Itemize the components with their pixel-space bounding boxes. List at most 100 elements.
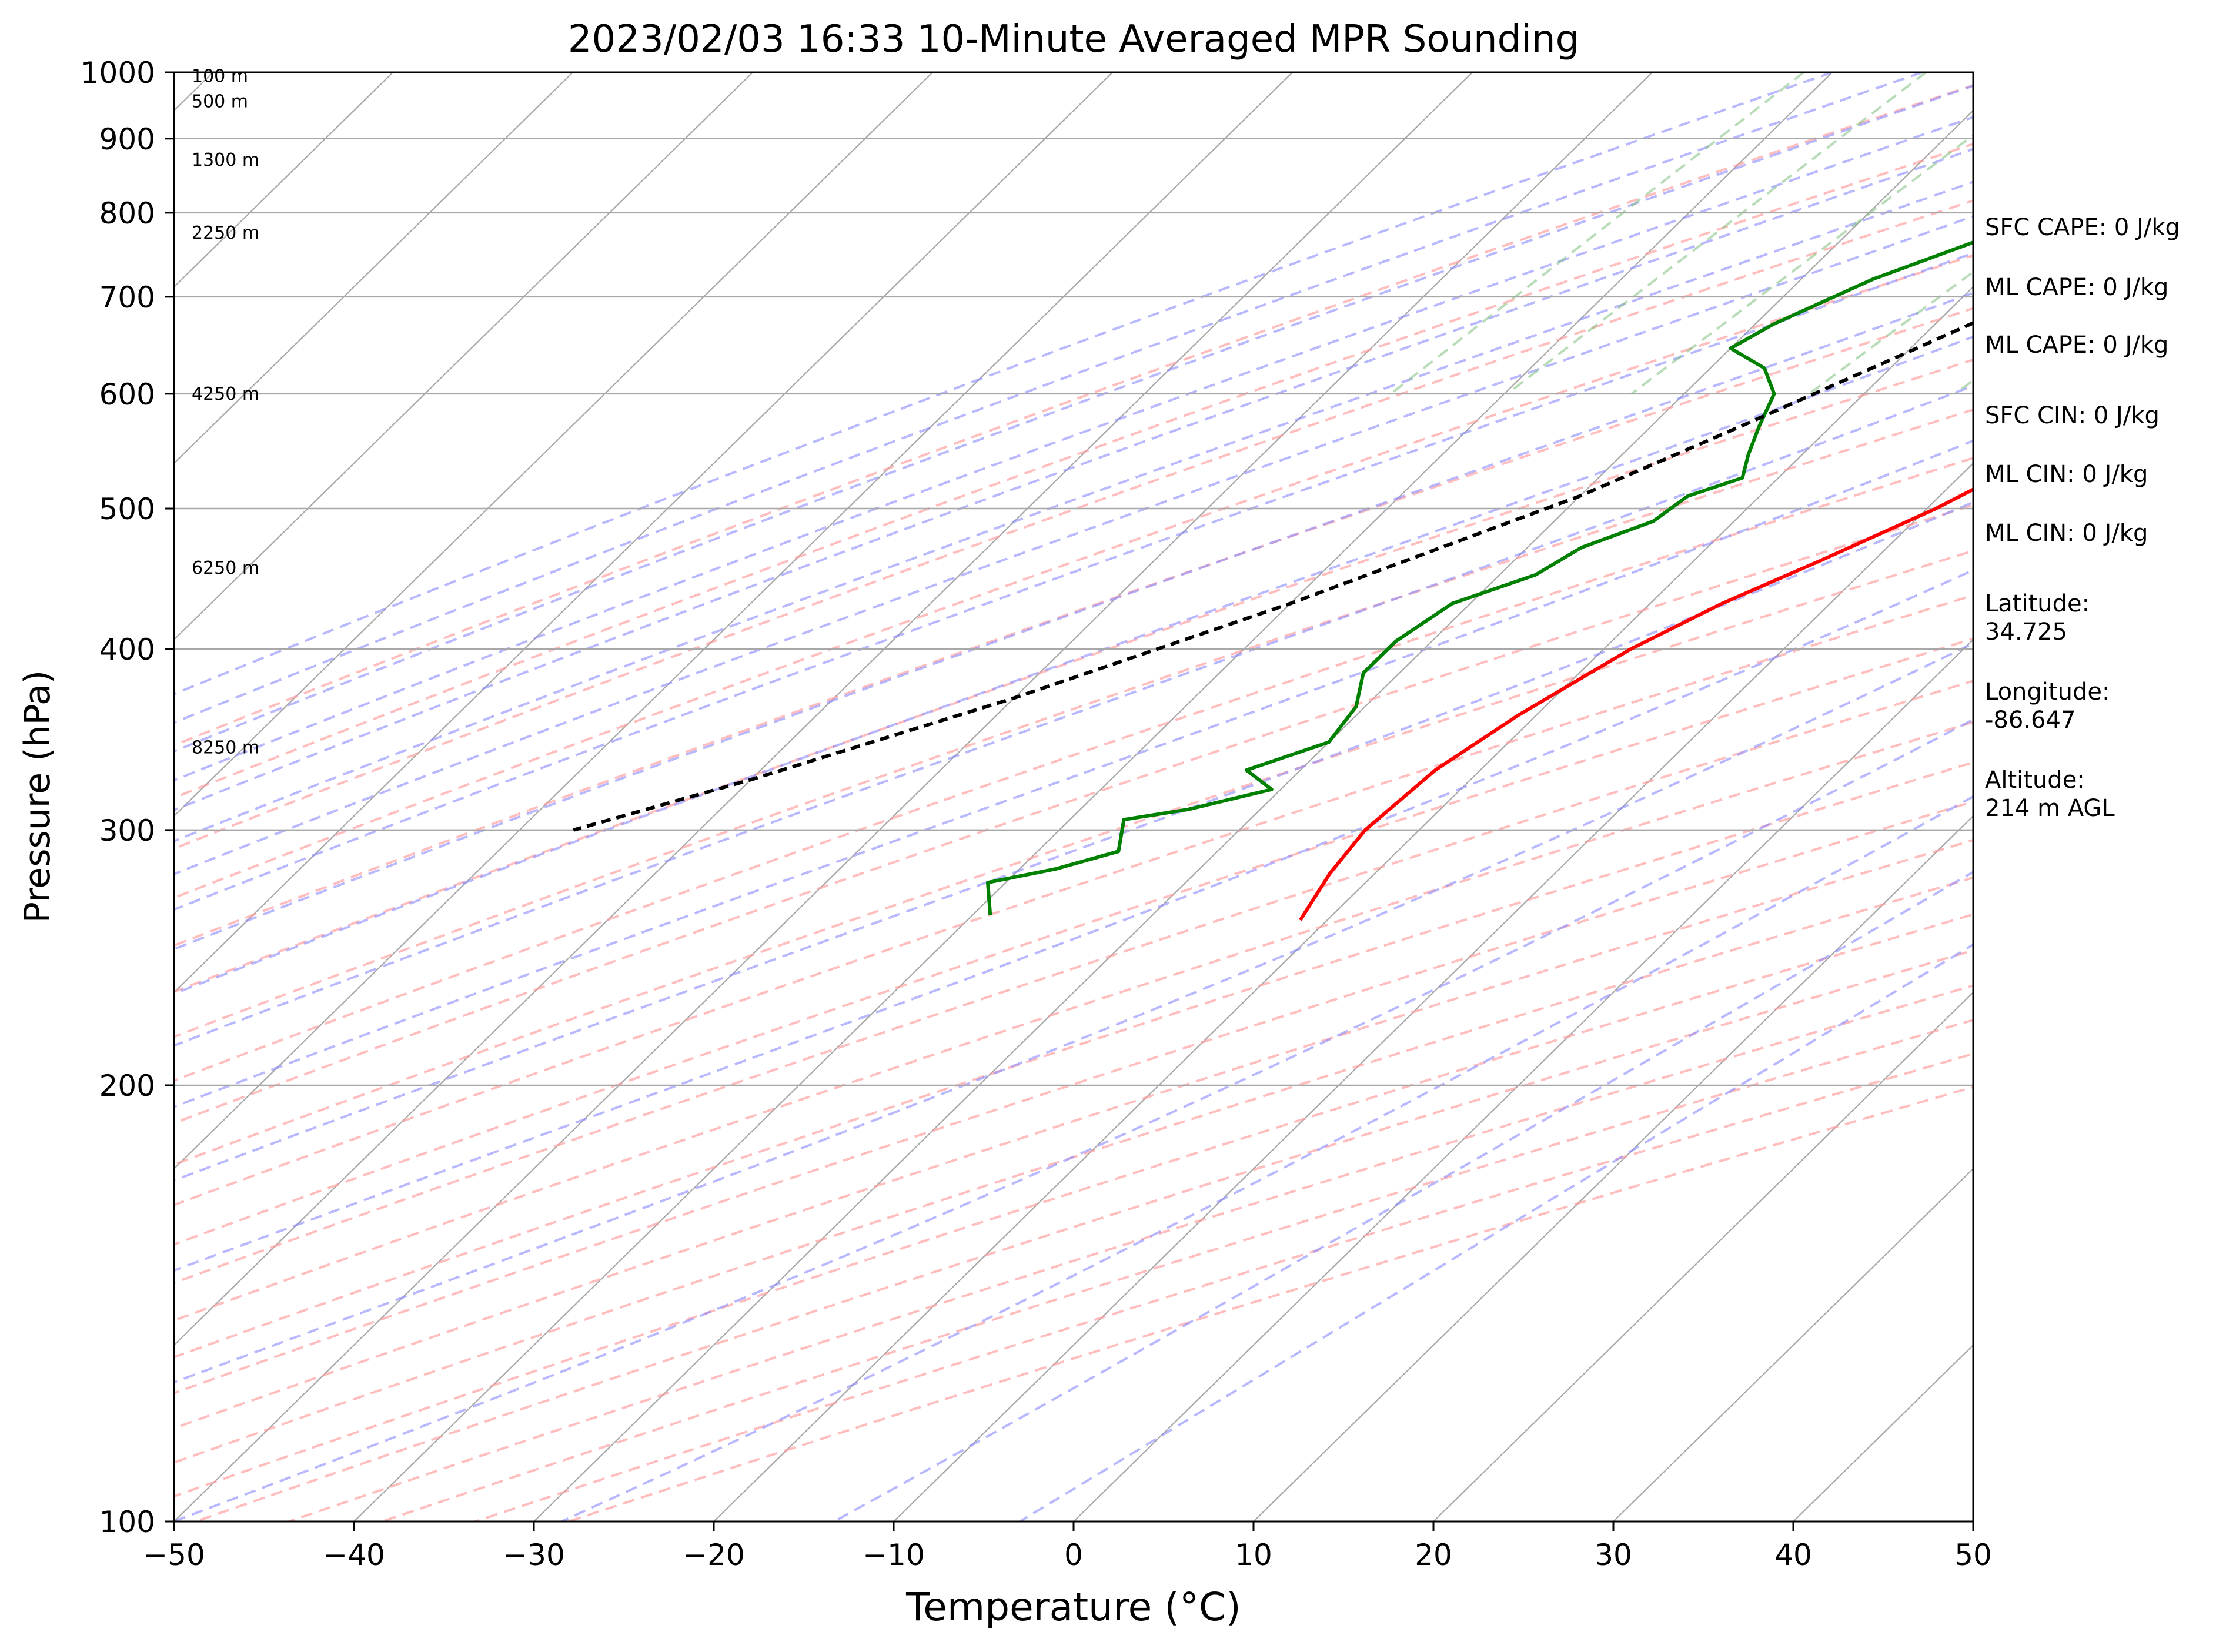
sounding-parameter-text: -86.647 xyxy=(1985,707,2075,734)
series-lines xyxy=(573,240,1973,921)
x-axis: −50 −40 −30 −20 −10 0 10 20 30 40 50 xyxy=(143,1521,1992,1572)
isotherm-line xyxy=(1073,638,1973,1521)
dry-adiabat-line xyxy=(174,913,1973,1498)
y-tick-label: 300 xyxy=(99,814,155,848)
isotherm-line xyxy=(893,462,1973,1521)
dry-adiabat-line xyxy=(174,838,1973,1430)
moist-adiabat-line xyxy=(174,335,1973,995)
isotherm-line xyxy=(174,72,1653,1521)
y-tick-label: 200 xyxy=(99,1069,155,1103)
y-tick-label: 600 xyxy=(99,377,155,412)
background-lines xyxy=(174,72,2226,1521)
y-tick-label: 700 xyxy=(99,280,155,315)
x-tick-label: −10 xyxy=(863,1538,925,1572)
height-label: 2250 m xyxy=(192,223,259,243)
sounding-parameter-text: ML CAPE: 0 J/kg xyxy=(1985,274,2168,301)
isotherm-line xyxy=(174,72,1114,994)
sounding-series-line xyxy=(1298,487,1973,921)
chart-title: 2023/02/03 16:33 10-Minute Averaged MPR … xyxy=(568,18,1579,61)
x-axis-title: Temperature (°C) xyxy=(905,1584,1241,1630)
height-label: 8250 m xyxy=(192,738,259,758)
height-label: 100 m xyxy=(192,66,248,86)
dry-adiabat-line xyxy=(174,721,1973,1322)
dry-adiabat-line xyxy=(174,761,1973,1359)
x-tick-label: −50 xyxy=(143,1538,205,1572)
mixing-ratio-line xyxy=(2208,72,2226,394)
isotherm-line xyxy=(174,72,574,464)
isotherm-line xyxy=(1253,815,1973,1521)
x-tick-label: 40 xyxy=(1774,1538,1812,1572)
sounding-parameter-text: ML CIN: 0 J/kg xyxy=(1985,520,2148,547)
mixing-ratio-line xyxy=(1506,72,1927,395)
dry-adiabat-line xyxy=(174,142,1973,800)
dry-adiabat-line xyxy=(474,1052,1973,1521)
height-label: 4250 m xyxy=(192,384,259,404)
x-tick-label: 30 xyxy=(1595,1538,1632,1572)
dry-adiabat-line xyxy=(174,199,1973,850)
height-labels: 100 m 500 m 1300 m 2250 m 4250 m 6250 m 8250 m xyxy=(192,66,259,758)
height-label: 1300 m xyxy=(192,150,259,170)
sounding-parameter-text: ML CIN: 0 J/kg xyxy=(1985,461,2148,488)
x-tick-label: 20 xyxy=(1415,1538,1452,1572)
sounding-parameter-text: ML CAPE: 0 J/kg xyxy=(1985,332,2168,359)
moist-adiabat-line xyxy=(174,292,1973,951)
sounding-series-line xyxy=(986,240,1973,916)
sounding-series-line xyxy=(573,321,1973,832)
dry-adiabat-line xyxy=(174,358,1973,994)
moist-adiabat-line xyxy=(174,642,1973,1384)
isotherm-line xyxy=(174,72,394,288)
moist-adiabat-line xyxy=(174,215,1973,875)
moist-adiabat-line xyxy=(174,439,1973,1108)
isotherm-line xyxy=(1613,1168,1973,1521)
dry-adiabat-line xyxy=(174,549,1973,1166)
dry-adiabat-line xyxy=(174,456,1973,1082)
x-tick-label: −40 xyxy=(323,1538,385,1572)
dry-adiabat-line xyxy=(174,876,1973,1464)
moist-adiabat-line xyxy=(174,568,1973,1272)
sounding-parameter-text: SFC CIN: 0 J/kg xyxy=(1985,402,2160,429)
y-axis-title: Pressure (hPa) xyxy=(17,670,58,923)
y-tick-label: 900 xyxy=(99,122,155,156)
sounding-parameter-text: 34.725 xyxy=(1985,618,2067,646)
dry-adiabat-line xyxy=(174,307,1973,947)
sounding-parameter-text: 214 m AGL xyxy=(1985,795,2115,822)
mixing-ratio-line xyxy=(1390,72,1805,395)
y-tick-label: 800 xyxy=(99,196,155,230)
isotherm-line xyxy=(174,72,934,817)
dry-adiabat-line xyxy=(174,680,1973,1285)
moist-adiabat-line xyxy=(174,384,1973,1047)
y-tick-label: 1000 xyxy=(81,56,155,90)
isotherm-line xyxy=(353,72,1833,1521)
sounding-parameter-text: SFC CAPE: 0 J/kg xyxy=(1985,214,2180,241)
y-tick-label: 400 xyxy=(99,633,155,667)
dry-adiabat-line xyxy=(174,594,1973,1206)
moist-adiabat-line xyxy=(561,795,1973,1521)
sounding-parameters: SFC CAPE: 0 J/kg ML CAPE: 0 J/kg ML CAPE: … xyxy=(1985,214,2180,822)
height-label: 6250 m xyxy=(192,558,259,578)
x-tick-label: 0 xyxy=(1064,1538,1083,1572)
dry-adiabat-line xyxy=(174,408,1973,1038)
dry-adiabat-line xyxy=(174,254,1973,899)
moist-adiabat-line xyxy=(174,72,1833,695)
moist-adiabat-line xyxy=(174,72,1923,724)
isotherm-line xyxy=(533,109,1973,1521)
moist-adiabat-line xyxy=(174,180,1973,842)
x-tick-label: 10 xyxy=(1235,1538,1272,1572)
dry-adiabat-line xyxy=(288,984,1973,1521)
dry-adiabat-line xyxy=(174,503,1973,1125)
sounding-parameter-text: Latitude: xyxy=(1985,590,2090,617)
height-label: 500 m xyxy=(192,91,248,112)
dry-adiabat-line xyxy=(174,83,1973,747)
moist-adiabat-line xyxy=(174,501,1973,1182)
isotherm-line xyxy=(713,286,1973,1521)
sounding-parameter-text: Altitude: xyxy=(1985,767,2085,794)
x-tick-label: 50 xyxy=(1954,1538,1992,1572)
moist-adiabat-line xyxy=(174,84,1973,753)
sounding-parameter-text: Longitude: xyxy=(1985,678,2110,705)
y-axis: 100 200 300 400 500 600 700 800 900 1000 xyxy=(81,56,174,1539)
x-tick-label: −30 xyxy=(503,1538,565,1572)
moist-adiabat-line xyxy=(174,718,1973,1521)
dry-adiabat-line xyxy=(568,1085,1973,1521)
x-tick-label: −20 xyxy=(683,1538,745,1572)
